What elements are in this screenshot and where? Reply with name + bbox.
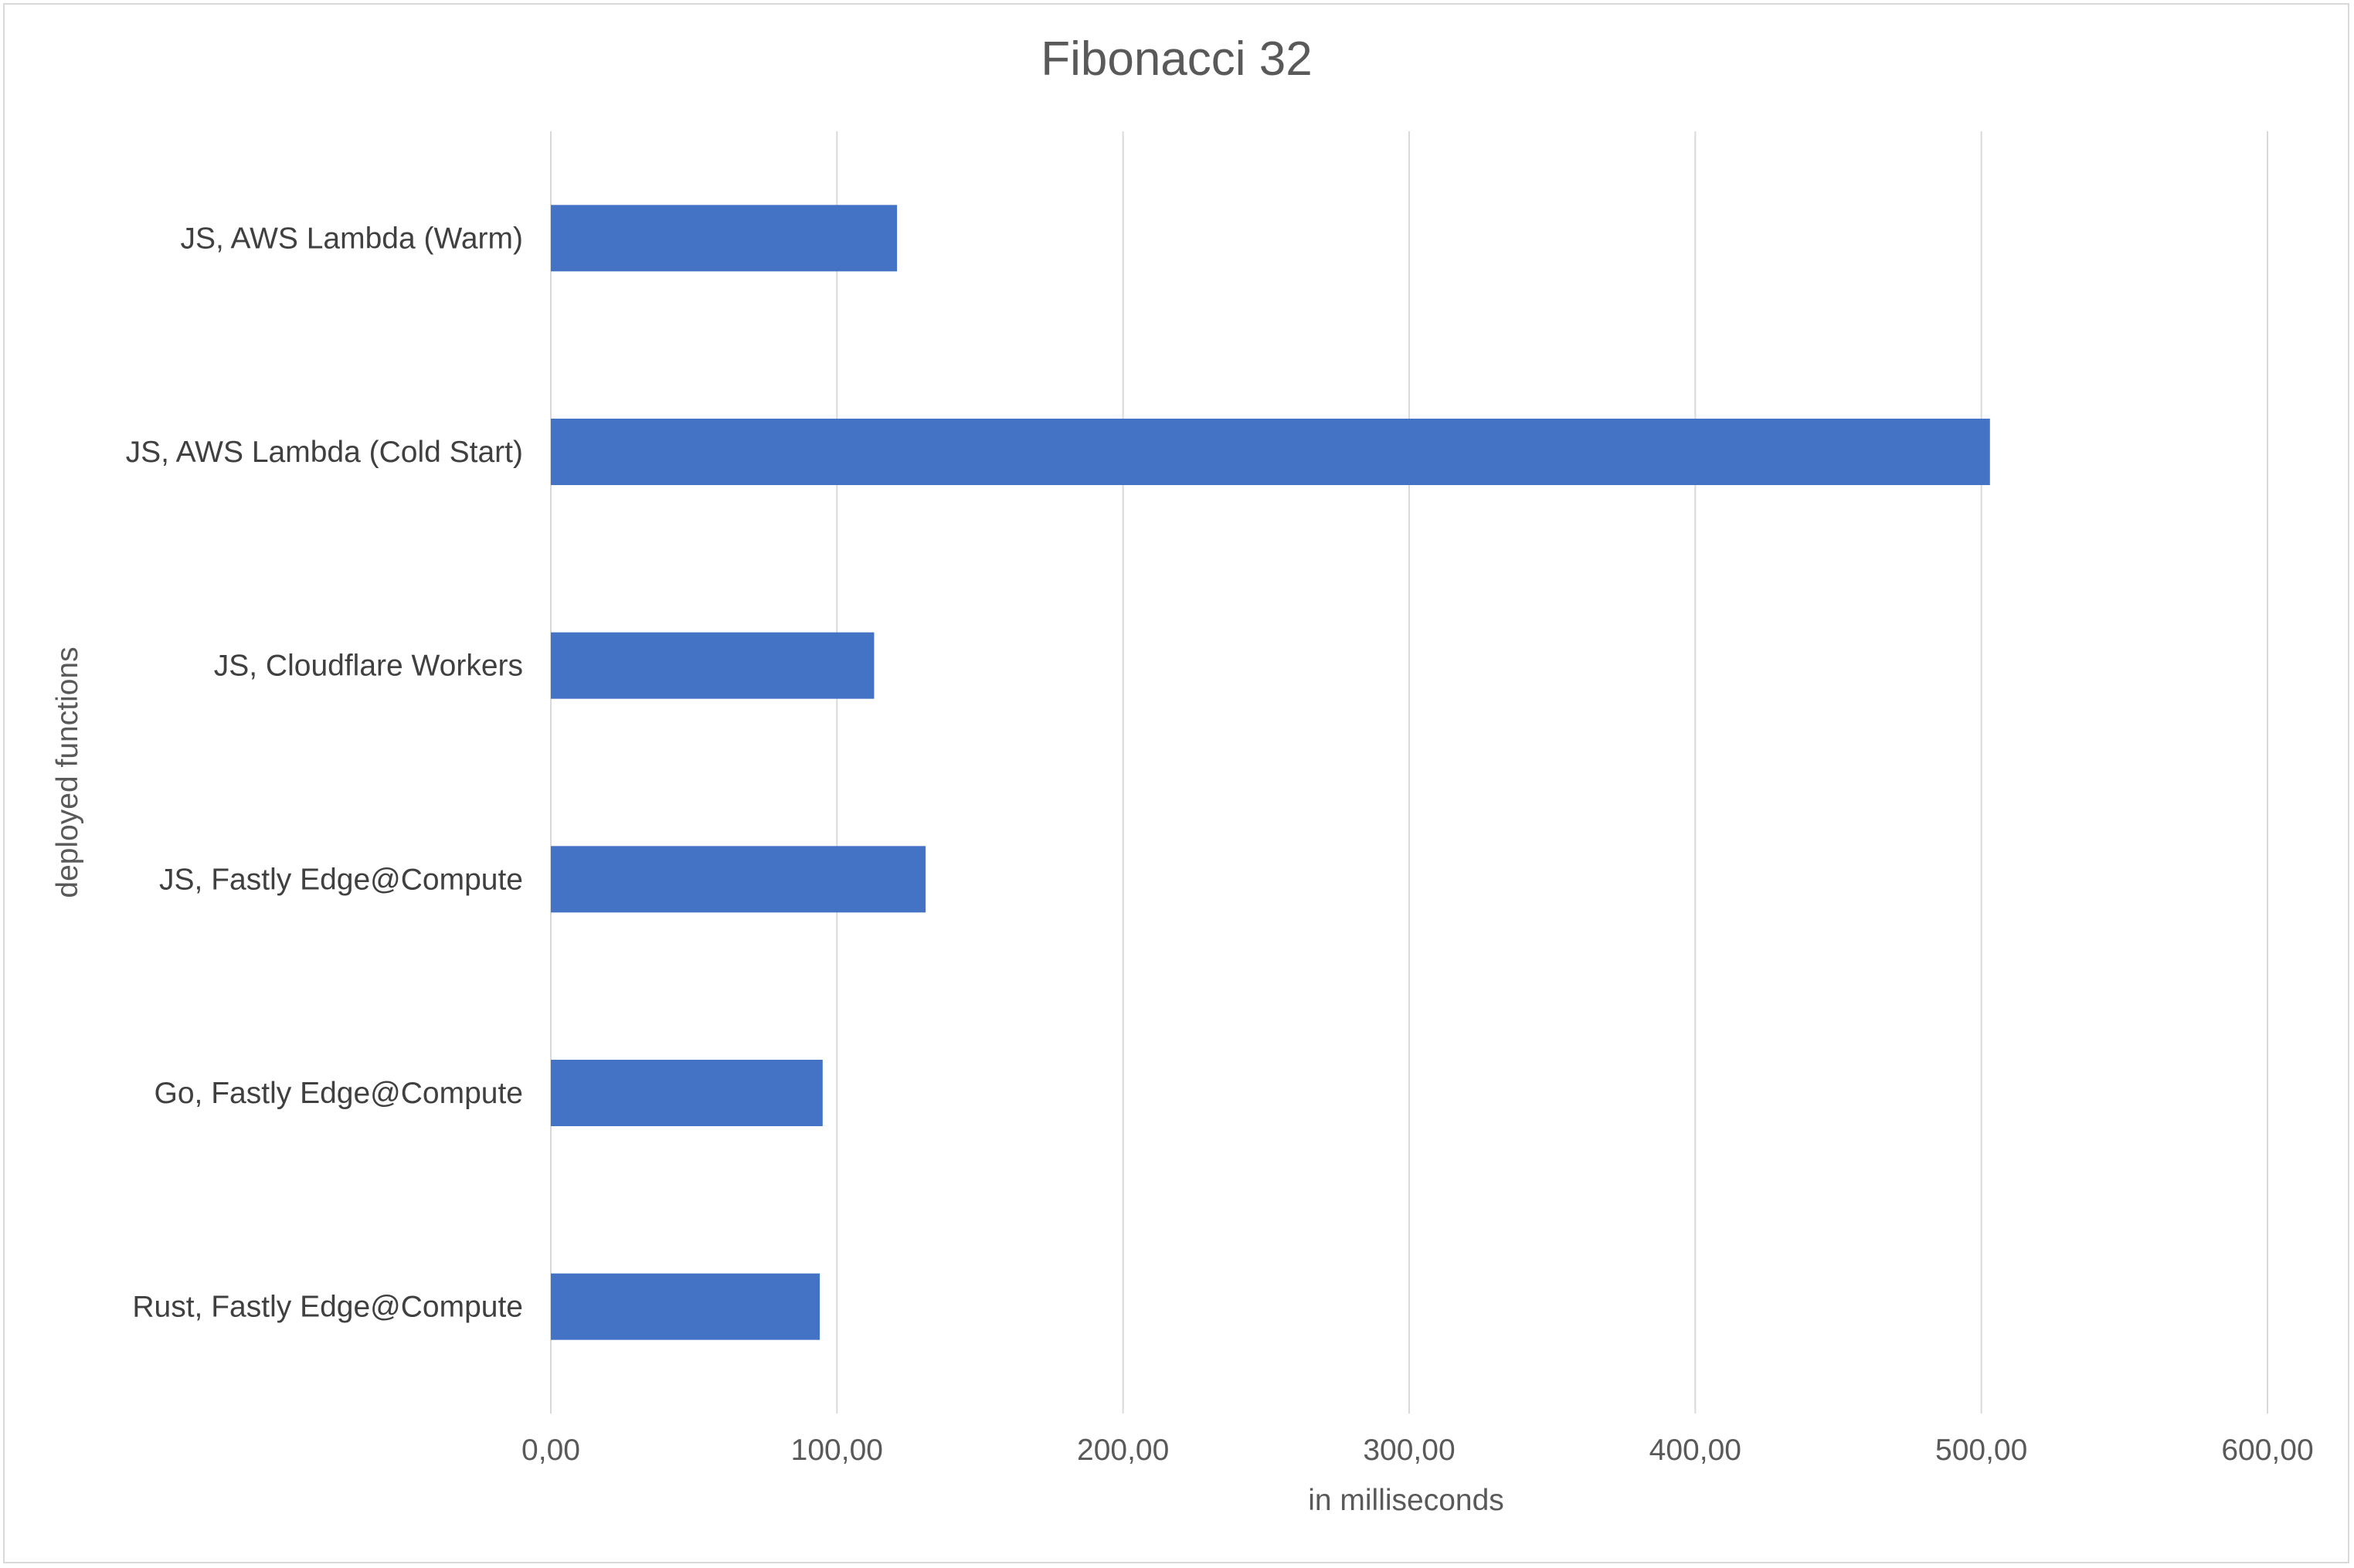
bar [551, 846, 926, 913]
bar [551, 1060, 823, 1126]
category-label: JS, AWS Lambda (Warm) [180, 222, 523, 255]
chart-title: Fibonacci 32 [1041, 32, 1313, 86]
y-axis-title: deployed functions [51, 647, 84, 898]
bar [551, 632, 875, 699]
bars [551, 205, 1990, 1340]
x-tick-label: 500,00 [1935, 1434, 2027, 1467]
x-tick-label: 100,00 [791, 1434, 883, 1467]
x-tick-label: 300,00 [1363, 1434, 1455, 1467]
category-labels: JS, AWS Lambda (Warm) JS, AWS Lambda (Col… [126, 222, 523, 1323]
x-tick-label: 200,00 [1077, 1434, 1169, 1467]
category-label: JS, Cloudflare Workers [214, 650, 523, 683]
x-tick-label: 600,00 [2221, 1434, 2313, 1467]
bar [551, 419, 1990, 485]
category-label: JS, Fastly Edge@Compute [159, 863, 523, 896]
x-tick-labels: 0,00 100,00 200,00 300,00 400,00 500,00 600,00 [521, 1434, 2314, 1467]
category-label: Rust, Fastly Edge@Compute [132, 1291, 523, 1324]
category-label: JS, AWS Lambda (Cold Start) [126, 436, 523, 469]
chart-frame [3, 3, 2349, 1563]
gridlines [550, 131, 2268, 1414]
bar [551, 1273, 820, 1340]
category-label: Go, Fastly Edge@Compute [155, 1077, 523, 1110]
x-tick-label: 0,00 [521, 1434, 580, 1467]
bar [551, 205, 898, 272]
x-axis-title: in milliseconds [1308, 1484, 1504, 1517]
x-tick-label: 400,00 [1649, 1434, 1741, 1467]
